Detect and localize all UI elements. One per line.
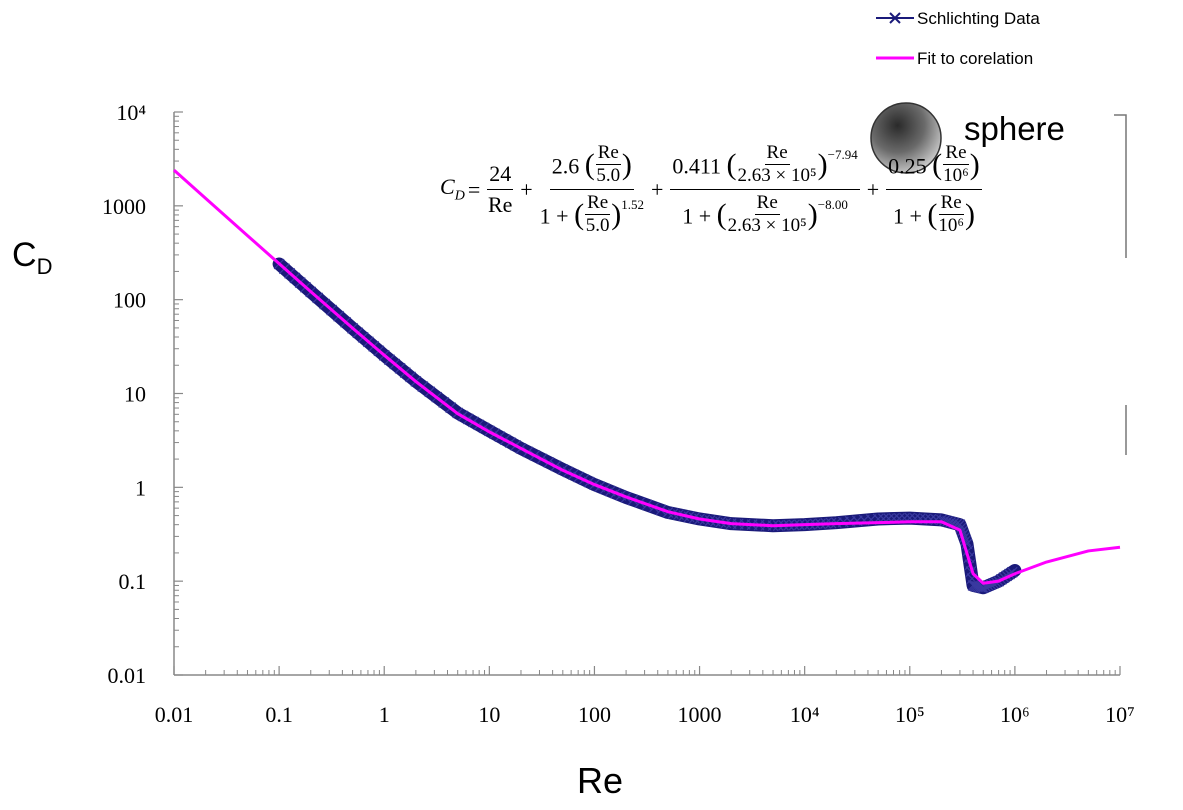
series-schlichting-data <box>272 257 1022 595</box>
sphere-icon <box>870 102 942 174</box>
sphere-box-border <box>1114 114 1127 258</box>
x-axis-title: Re <box>577 760 623 801</box>
legend: Schlichting Data Fit to corelation <box>876 9 1040 68</box>
x-tick-labels: 0.01 0.1 1 10 100 1000 10⁴ 10⁵ 10⁶ 10⁷ <box>155 702 1135 727</box>
data-band <box>272 257 1022 595</box>
correlation-equation: CD = 24 Re + 2.6 (Re 5.0) 1 + (Re 5.0) 1.52… <box>440 142 982 236</box>
tick-marks <box>173 111 1121 676</box>
x-tick-label: 1000 <box>678 702 722 727</box>
legend-label-data: Schlichting Data <box>917 9 1040 28</box>
y-tick-label: 10 <box>124 382 146 407</box>
data-point-marker <box>956 525 968 537</box>
y-axis-title: CD <box>12 236 52 279</box>
term-2: 2.6 (Re 5.0) 1 + (Re 5.0) 1.52 <box>539 142 644 236</box>
y-tick-label: 10⁴ <box>116 100 146 125</box>
y-tick-labels: 0.01 0.1 1 10 100 1000 10⁴ <box>102 100 146 688</box>
x-tick-label: 10 <box>478 702 500 727</box>
term-1: 24 Re <box>487 161 514 217</box>
y-tick-label: 0.1 <box>119 569 147 594</box>
legend-label-fit: Fit to corelation <box>917 49 1033 68</box>
term-3: 0.411 (Re 2.63 × 10⁵) −7.94 1 + (Re 2.63 × … <box>670 142 860 236</box>
legend-marker-x-icon <box>889 12 901 24</box>
x-tick-label: 0.01 <box>155 702 194 727</box>
x-tick-label: 100 <box>578 702 611 727</box>
x-tick-label: 10⁶ <box>1000 702 1030 727</box>
x-tick-label: 10⁴ <box>790 702 820 727</box>
fit-line <box>173 169 1121 585</box>
equals-sign: = <box>467 176 481 202</box>
sphere-box <box>870 102 1127 455</box>
x-tick-label: 1 <box>379 702 390 727</box>
y-tick-label: 1 <box>135 475 146 500</box>
x-tick-label: 0.1 <box>265 702 293 727</box>
y-tick-label: 100 <box>113 288 146 313</box>
data-point-marker <box>955 522 967 534</box>
series-fit <box>173 169 1121 585</box>
x-tick-label: 10⁵ <box>895 702 925 727</box>
x-tick-label: 10⁷ <box>1105 702 1135 727</box>
sphere-label: sphere <box>964 110 1065 147</box>
y-tick-label: 0.01 <box>108 663 147 688</box>
y-tick-label: 1000 <box>102 194 146 219</box>
term-4: 0.25 (Re 10⁶) 1 + (Re 10⁶) <box>886 142 982 236</box>
equation-lhs: CD <box>440 174 465 204</box>
